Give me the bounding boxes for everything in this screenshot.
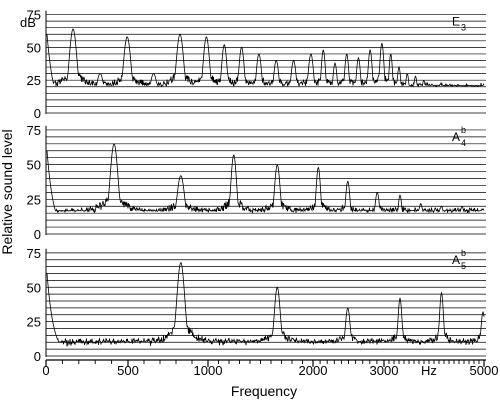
note-label-accidental: b (461, 125, 466, 135)
spectrum-line (46, 143, 485, 214)
note-label-octave: 5 (461, 261, 466, 271)
note-label-accidental: b (461, 248, 466, 258)
y-tick-label: 25 (27, 315, 41, 330)
y-tick-label: 75 (27, 246, 41, 261)
y-tick-label: 25 (27, 192, 41, 207)
spectrum-panel: 0 25 50 75 E 3 (27, 8, 486, 121)
x-tick-label: 0 (42, 363, 49, 378)
x-tick-label: 5000 (470, 363, 499, 378)
spectrum-line (46, 262, 485, 347)
y-tick-label: 50 (27, 40, 41, 55)
note-label: A (452, 253, 460, 267)
x-axis-title: Frequency (231, 383, 297, 399)
x-tick-label: 500 (117, 363, 139, 378)
y-tick-label: 50 (27, 158, 41, 173)
x-axis: 0 500 1000 2000 3000 5000 (42, 359, 499, 378)
x-tick-label: 2000 (299, 363, 328, 378)
y-tick-label: 50 (27, 280, 41, 295)
y-tick-label: 75 (27, 8, 41, 23)
x-tick-label: 3000 (370, 363, 399, 378)
note-label-octave: 4 (461, 138, 466, 148)
y-tick-label: 25 (27, 73, 41, 88)
y-tick-label: 0 (34, 349, 41, 364)
note-label: E (452, 15, 460, 29)
y-tick-label: 0 (34, 227, 41, 242)
y-axis-unit: dB (20, 15, 36, 30)
y-tick-label: 75 (27, 123, 41, 138)
y-axis-title: Relative sound level (0, 129, 15, 254)
y-tick-label: 0 (34, 106, 41, 121)
x-axis-unit: Hz (421, 363, 437, 378)
note-label-octave: 3 (461, 23, 466, 33)
note-label: A (452, 130, 460, 144)
x-tick-label: 1000 (194, 363, 223, 378)
spectrum-line (46, 28, 485, 88)
